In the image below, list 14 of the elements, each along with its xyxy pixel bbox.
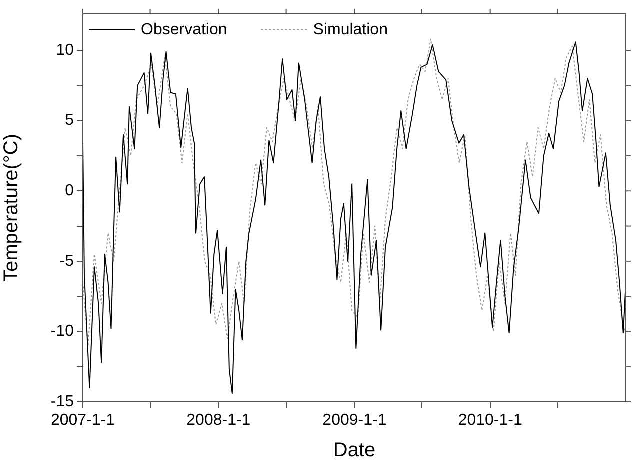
x-tick-label: 2008-1-1	[186, 412, 251, 430]
y-tick-label: 10	[56, 42, 74, 59]
y-axis-title: Temperature(°C)	[0, 134, 23, 282]
y-tick-label: -10	[50, 323, 74, 340]
x-tick-label: 2007-1-1	[50, 412, 116, 430]
legend-label: Observation	[141, 21, 228, 38]
y-tick-label: 0	[65, 182, 74, 200]
x-axis-title: Date	[333, 440, 376, 462]
legend-label: Simulation	[313, 21, 388, 38]
x-tick-label: 2010-1-1	[458, 412, 522, 430]
y-tick-label: 5	[65, 112, 74, 130]
y-tick-label: -5	[60, 252, 74, 270]
x-tick-label: 2009-1-1	[322, 412, 387, 430]
y-tick-label: -15	[50, 393, 74, 410]
